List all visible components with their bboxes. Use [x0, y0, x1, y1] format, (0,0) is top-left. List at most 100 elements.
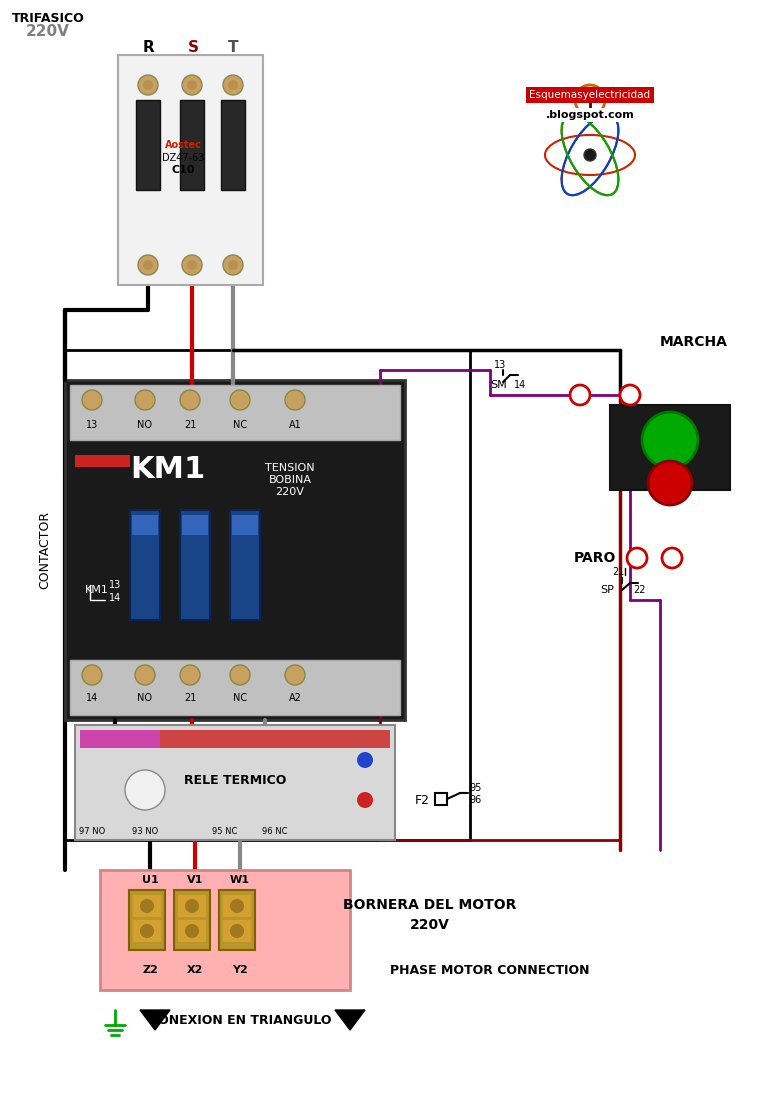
- Bar: [132, 515, 158, 535]
- Text: PARO: PARO: [574, 551, 616, 564]
- Circle shape: [228, 80, 238, 90]
- Circle shape: [182, 75, 202, 95]
- Text: .blogspot.com: .blogspot.com: [546, 110, 635, 120]
- Bar: [178, 920, 206, 942]
- Circle shape: [230, 924, 244, 938]
- Text: TRIFASICO: TRIFASICO: [11, 11, 84, 24]
- Text: 21: 21: [184, 693, 196, 703]
- Text: 13: 13: [86, 420, 98, 430]
- Circle shape: [187, 80, 197, 90]
- Bar: [180, 100, 204, 190]
- Circle shape: [228, 260, 238, 269]
- Bar: [80, 730, 160, 747]
- Text: I: I: [665, 428, 675, 452]
- Text: W1: W1: [230, 875, 250, 885]
- Bar: [75, 725, 395, 840]
- Bar: [136, 100, 160, 190]
- Text: 14: 14: [109, 593, 121, 603]
- Circle shape: [285, 390, 305, 410]
- Text: PHASE MOTOR CONNECTION: PHASE MOTOR CONNECTION: [390, 964, 590, 977]
- Text: NO: NO: [138, 693, 153, 703]
- Text: T: T: [228, 41, 238, 55]
- Text: V1: V1: [187, 875, 203, 885]
- Bar: [232, 515, 258, 535]
- Text: 14: 14: [86, 693, 98, 703]
- Bar: [130, 510, 160, 620]
- Circle shape: [125, 770, 165, 810]
- Bar: [100, 869, 350, 990]
- Text: 97 NO: 97 NO: [79, 827, 105, 836]
- Text: 22: 22: [634, 586, 646, 596]
- Bar: [610, 405, 730, 490]
- Bar: [230, 510, 260, 620]
- Circle shape: [140, 924, 154, 938]
- Circle shape: [570, 385, 590, 405]
- Text: 96 NC: 96 NC: [262, 827, 288, 836]
- Text: 13: 13: [494, 360, 506, 370]
- Text: 220V: 220V: [410, 918, 450, 932]
- Circle shape: [180, 665, 200, 685]
- Circle shape: [223, 255, 243, 275]
- Circle shape: [135, 390, 155, 410]
- Text: S: S: [188, 41, 198, 55]
- Circle shape: [82, 665, 102, 685]
- Bar: [133, 920, 161, 942]
- Text: 93 NO: 93 NO: [132, 827, 158, 836]
- Circle shape: [357, 792, 373, 808]
- Polygon shape: [140, 1010, 170, 1030]
- Text: DZ47-63: DZ47-63: [162, 153, 204, 163]
- Circle shape: [182, 255, 202, 275]
- Circle shape: [135, 665, 155, 685]
- Text: RELE TERMICO: RELE TERMICO: [184, 773, 287, 786]
- Bar: [178, 895, 206, 917]
- Circle shape: [285, 665, 305, 685]
- Text: KM1: KM1: [85, 586, 109, 596]
- Circle shape: [230, 899, 244, 913]
- Text: MARCHA: MARCHA: [660, 335, 728, 349]
- Text: NO: NO: [138, 420, 153, 430]
- Circle shape: [187, 260, 197, 269]
- Text: C10: C10: [171, 165, 195, 175]
- Circle shape: [642, 413, 698, 468]
- Text: TENSION
BOBINA
220V: TENSION BOBINA 220V: [265, 464, 315, 497]
- Bar: [70, 385, 400, 440]
- Text: CONEXION EN TRIANGULO: CONEXION EN TRIANGULO: [149, 1014, 331, 1027]
- Bar: [174, 891, 210, 950]
- Bar: [75, 455, 130, 467]
- Text: F2: F2: [414, 794, 429, 806]
- Text: Esquemasyelectricidad: Esquemasyelectricidad: [530, 90, 651, 100]
- Text: 21: 21: [630, 553, 644, 563]
- Text: 21: 21: [612, 567, 624, 577]
- Circle shape: [185, 899, 199, 913]
- Bar: [118, 55, 263, 285]
- Bar: [219, 891, 255, 950]
- Bar: [133, 895, 161, 917]
- Bar: [129, 891, 165, 950]
- Text: A2: A2: [289, 693, 302, 703]
- Circle shape: [620, 385, 640, 405]
- Text: U1: U1: [141, 875, 158, 885]
- Circle shape: [143, 260, 153, 269]
- Circle shape: [180, 390, 200, 410]
- Circle shape: [230, 665, 250, 685]
- Bar: [182, 515, 208, 535]
- Circle shape: [584, 149, 596, 161]
- Text: Y2: Y2: [232, 965, 248, 975]
- Circle shape: [138, 255, 158, 275]
- Text: 22: 22: [665, 553, 679, 563]
- Bar: [223, 920, 251, 942]
- Text: O: O: [662, 474, 679, 492]
- Text: 21: 21: [184, 420, 196, 430]
- Bar: [65, 350, 470, 840]
- Text: NC: NC: [233, 693, 247, 703]
- Text: 13: 13: [109, 580, 121, 590]
- Bar: [180, 510, 210, 620]
- Circle shape: [185, 924, 199, 938]
- Circle shape: [230, 390, 250, 410]
- Text: NC: NC: [233, 420, 247, 430]
- Polygon shape: [335, 1010, 365, 1030]
- Text: BORNERA DEL MOTOR: BORNERA DEL MOTOR: [344, 898, 517, 912]
- Circle shape: [82, 390, 102, 410]
- Text: Aostec: Aostec: [165, 140, 201, 150]
- Text: 14: 14: [514, 380, 526, 390]
